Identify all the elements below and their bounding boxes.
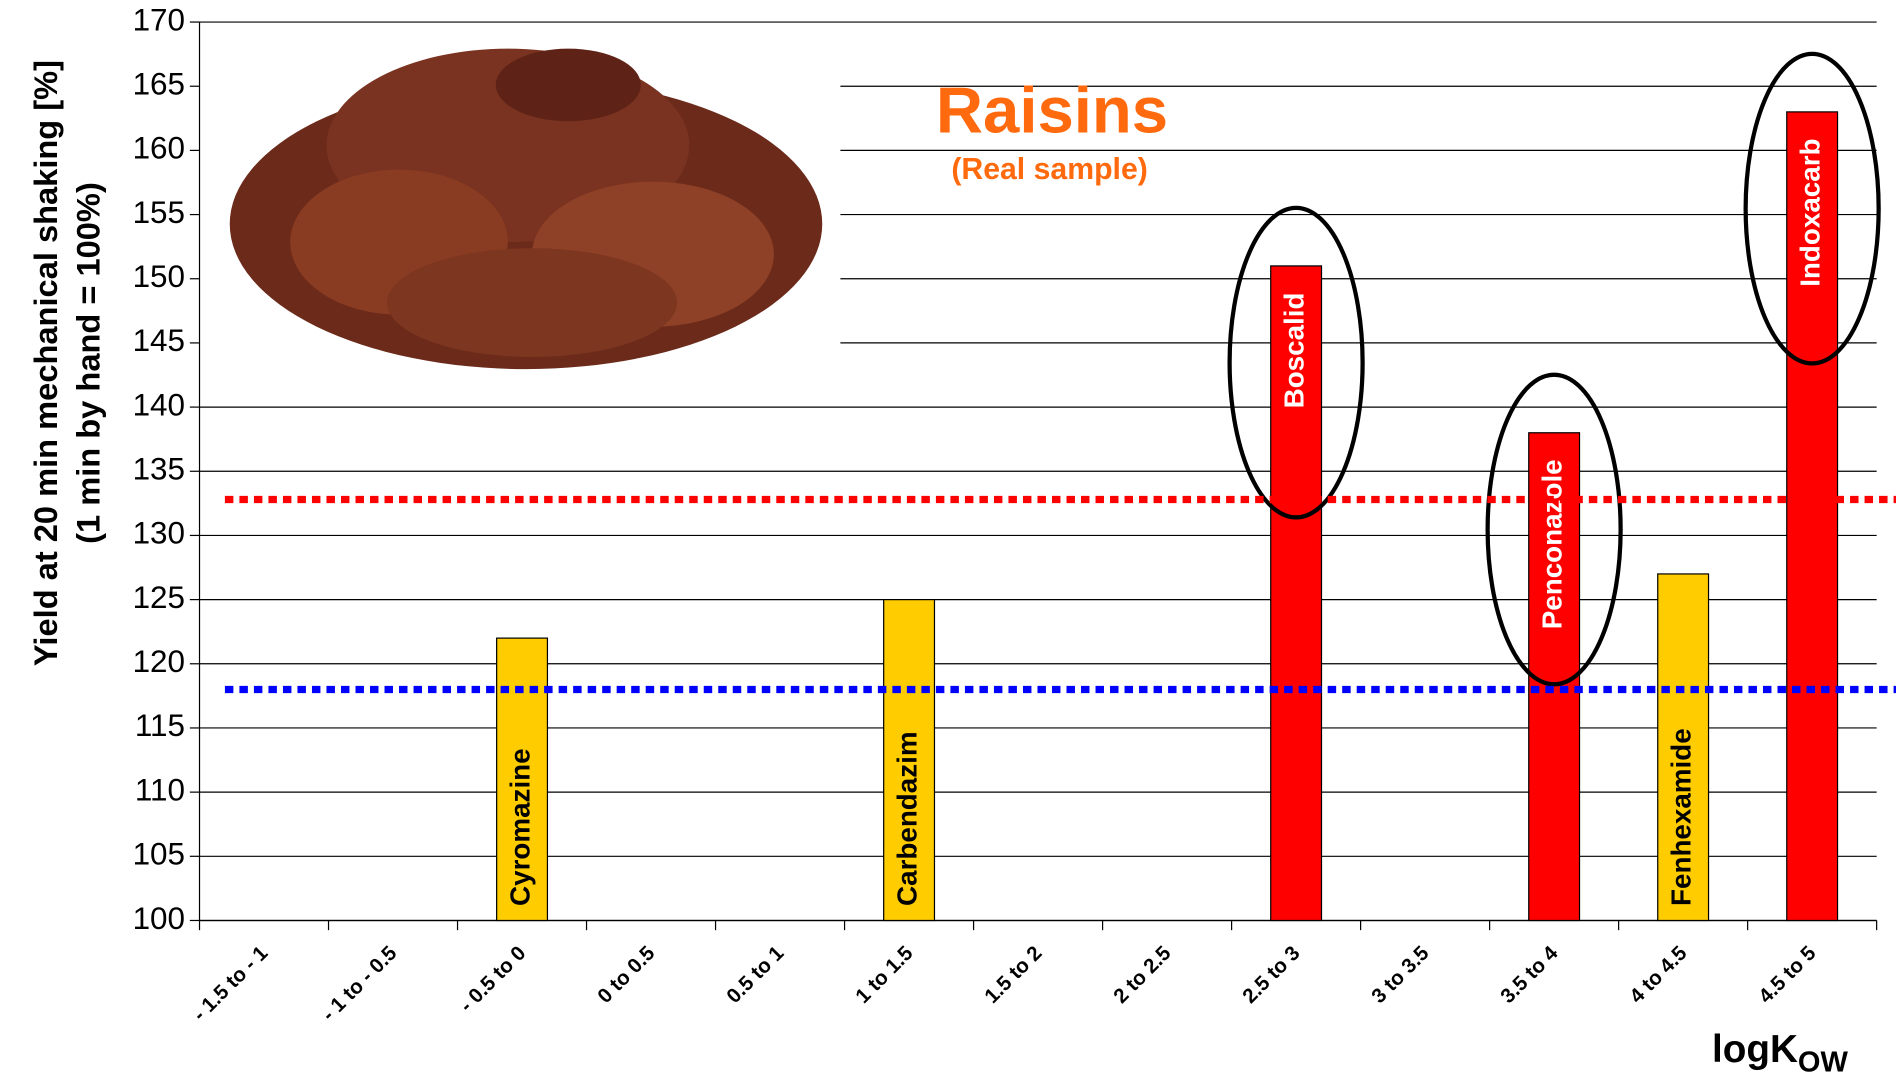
chart-title: Raisins [936,73,1168,146]
y-tick-label: 115 [135,708,185,743]
chart-subtitle: (Real sample) [951,153,1148,186]
bar-label: Cyromazine [504,748,535,906]
bar-label: Carbendazim [891,731,922,906]
y-axis-label: (1 min by hand = 100%) [69,182,106,544]
y-tick-label: 135 [133,452,185,487]
x-tick-label: 1 to 1.5 [851,942,917,1008]
x-tick-label: 3.5 to 4 [1496,941,1563,1008]
y-tick-label: 160 [133,131,185,166]
y-tick-label: 100 [133,901,185,936]
raisins-image [193,24,840,399]
x-axis-label-sub: OW [1798,1047,1849,1079]
x-tick-label: 2.5 to 3 [1238,942,1304,1008]
x-tick-label: 0.5 to 1 [722,942,788,1008]
x-tick-label: 4 to 4.5 [1625,942,1691,1008]
x-axis-label: logKOW [1712,1028,1849,1079]
bar-label: Fenhexamide [1665,728,1696,906]
x-tick-label: - 1.5 to - 1 [188,942,272,1026]
bar-label: Boscalid [1278,293,1309,409]
x-tick-label: 3 to 3.5 [1367,942,1433,1008]
y-axis-label: Yield at 20 min mechanical shaking [%] [27,60,64,666]
y-tick-label: 170 [133,2,185,37]
x-tick-label: 0 to 0.5 [593,942,659,1008]
x-tick-label: 4.5 to 5 [1754,942,1820,1008]
y-tick-label: 105 [133,837,185,872]
x-tick-label: - 0.5 to 0 [455,942,530,1017]
y-tick-label: 120 [133,644,185,679]
x-tick-label: - 1 to - 0.5 [317,942,401,1026]
y-tick-label: 110 [135,772,185,807]
bar-label: Indoxacarb [1794,138,1825,286]
bar-label: Penconazole [1536,459,1567,629]
x-tick-label: 1.5 to 2 [980,942,1046,1008]
y-tick-label: 155 [133,195,185,230]
y-tick-label: 165 [133,67,185,102]
y-tick-label: 145 [133,323,185,358]
y-tick-label: 130 [133,516,185,551]
x-tick-label: 2 to 2.5 [1109,942,1175,1008]
chart: Raisins (Real sample) Yield at 20 min me… [0,0,1896,1084]
x-axis-label-main: logK [1712,1028,1798,1071]
y-tick-label: 125 [133,580,185,615]
y-tick-label: 140 [133,387,185,422]
y-tick-label: 150 [133,259,185,294]
